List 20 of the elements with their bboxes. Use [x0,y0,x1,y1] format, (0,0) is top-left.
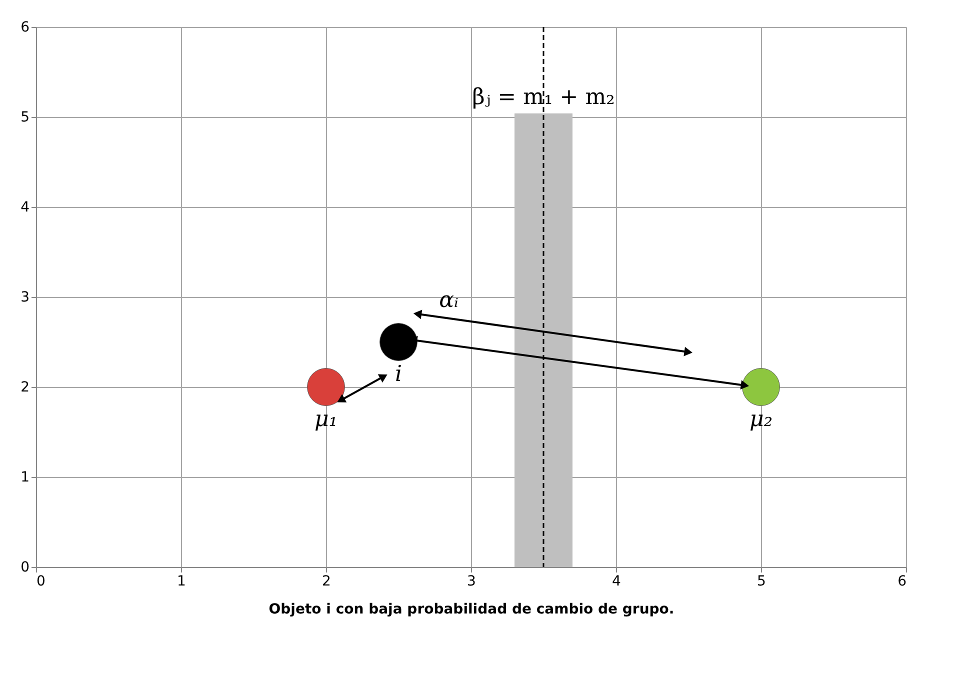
y-tick-label: 6 [20,20,30,36]
x-tick-label: 6 [898,574,907,590]
y-tick-label: 1 [20,470,30,486]
x-tick-label: 3 [467,574,476,590]
annotation: i [394,362,402,387]
y-tick-label: 0 [20,560,30,576]
x-tick-label: 1 [177,574,186,590]
annotation: μ₁ [314,407,338,432]
y-tick-label: 4 [20,200,30,216]
y-tick-label: 2 [20,380,30,396]
x-tick-label: 4 [612,574,622,590]
x-tick-label: 5 [757,574,766,590]
annotation: αᵢ [439,288,458,314]
annotation: μ₂ [749,407,773,432]
y-tick-label: 5 [20,110,30,126]
x-tick-label: 2 [322,574,331,590]
ref-line-label: βⱼ = m₁ + m₂ [472,85,615,110]
y-tick-label: 3 [20,290,30,306]
x-axis-title: Objeto i con baja probabilidad de cambio de grupo. [268,602,674,618]
x-tick-label: 0 [36,574,46,590]
